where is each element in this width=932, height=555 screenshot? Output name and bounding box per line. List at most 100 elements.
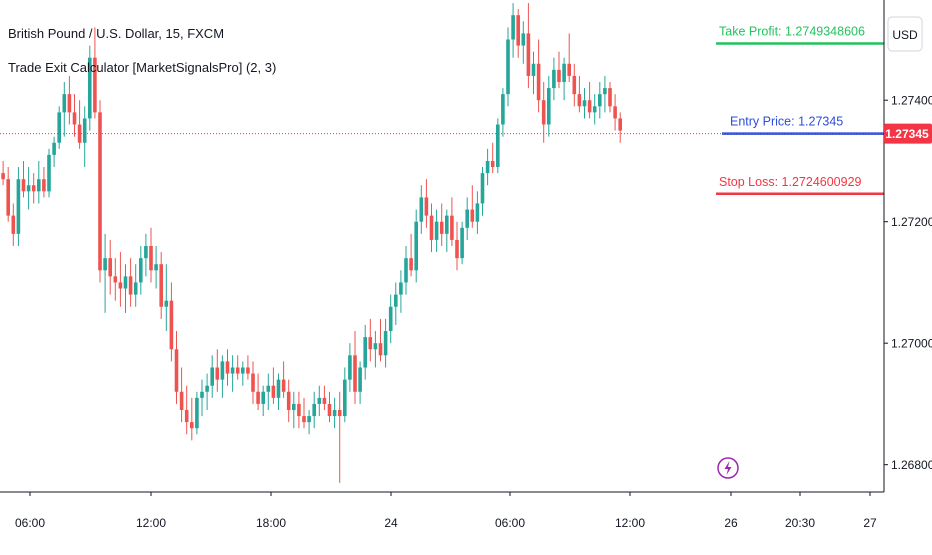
candle-body [37,179,41,192]
candle-body [399,282,403,295]
candle-body [434,221,439,240]
current-price-tag: 1.27345 [884,123,932,144]
candle-body [414,221,418,271]
candle-body [567,63,571,76]
event-icon[interactable] [717,457,739,479]
candle-body [82,118,87,143]
x-tick-label: 24 [384,516,398,530]
candle-body [174,349,179,392]
candle-body [547,88,551,125]
y-tick-label: 1.27400 [891,94,932,108]
entry-label: Entry Price: 1.27345 [730,115,843,129]
y-tick-label: 1.27200 [891,215,932,229]
candle-body [215,367,220,380]
candle-body [506,39,510,95]
candle-body [608,88,612,107]
x-tick-label: 12:00 [136,516,166,530]
candle-body [154,264,158,271]
candle-body [235,367,240,374]
candle-body [149,246,153,271]
candle-body [592,106,597,113]
candle-body [363,337,367,368]
indicator-title[interactable]: Trade Exit Calculator [MarketSignalsPro]… [8,60,277,75]
candle-body [52,142,56,155]
candle-body [276,379,281,398]
candle-body [133,282,138,295]
candle-body [404,258,408,283]
candle-body [511,15,515,40]
candle-body [562,63,566,82]
x-tick-label: 06:00 [15,516,45,530]
symbol-title[interactable]: British Pound / U.S. Dollar, 15, FXCM [8,26,225,41]
price-axis[interactable]: USD 1.27400 1.27200 1.27000 1.26800 1.27345 [883,0,932,550]
candle-body [11,215,16,234]
candle-body [281,379,286,392]
x-tick-label: 20:30 [785,516,815,530]
currency-button[interactable]: USD [887,16,923,52]
x-tick-labels: 06:00 12:00 18:00 24 06:00 12:00 26 20:30 27 [15,492,877,530]
candle-body [536,63,541,101]
take-profit-label: Take Profit: 1.2749348606 [719,24,865,38]
candle-body [113,276,118,283]
candle-body [337,410,342,417]
candle-body [312,403,316,417]
candle-body [47,154,51,192]
candle-body [67,94,72,113]
candle-body [179,391,184,410]
candle-body [455,239,459,259]
candles-layer [1,3,622,483]
candle-body [445,215,449,234]
candle-body [343,379,347,417]
candle-body [516,15,520,46]
candle-body [123,276,128,289]
candle-body [552,69,556,89]
candle-body [587,100,592,113]
candle-body [77,124,82,143]
candle-body [419,197,424,222]
stop-loss-label: Stop Loss: 1.2724600929 [719,175,862,189]
candle-body [378,343,383,356]
candle-body [266,385,271,392]
x-tick-label: 27 [863,516,877,530]
candle-body [159,264,163,307]
candle-body [271,385,276,398]
candle-body [353,355,357,392]
time-axis[interactable]: 06:00 12:00 18:00 24 06:00 12:00 26 20:30 27 [0,491,884,530]
candle-body [465,209,469,228]
candle-body [118,282,123,289]
candle-body [205,385,209,392]
candle-body [230,367,235,374]
candle-body [31,185,36,192]
x-tick-label: 18:00 [256,516,286,530]
candle-body [577,94,582,107]
levels-layer: Take Profit: 1.2749348606 Entry Price: 1.… [716,24,884,196]
candle-body [332,410,337,417]
candle-body [603,88,607,95]
candle-body [261,391,265,404]
candle-body [195,397,199,429]
x-tick-label: 12:00 [615,516,645,530]
candle-body [409,258,413,271]
candle-body [450,215,454,240]
candle-body [1,173,5,180]
candle-body [200,391,204,398]
candle-body [169,300,174,350]
candle-body [302,416,306,423]
candle-body [256,391,260,404]
candle-body [251,373,255,392]
candle-body [348,355,352,380]
current-price-value: 1.27345 [885,127,929,141]
lightning-icon [724,461,732,475]
candle-body [6,179,10,216]
candle-body [164,300,169,307]
candle-body [88,57,92,119]
candle-body [297,403,301,417]
candle-body [373,343,378,350]
candle-body [292,403,296,410]
candle-body [220,361,225,380]
candle-body [460,227,464,259]
candle-body [42,179,46,192]
candle-body [598,94,602,107]
